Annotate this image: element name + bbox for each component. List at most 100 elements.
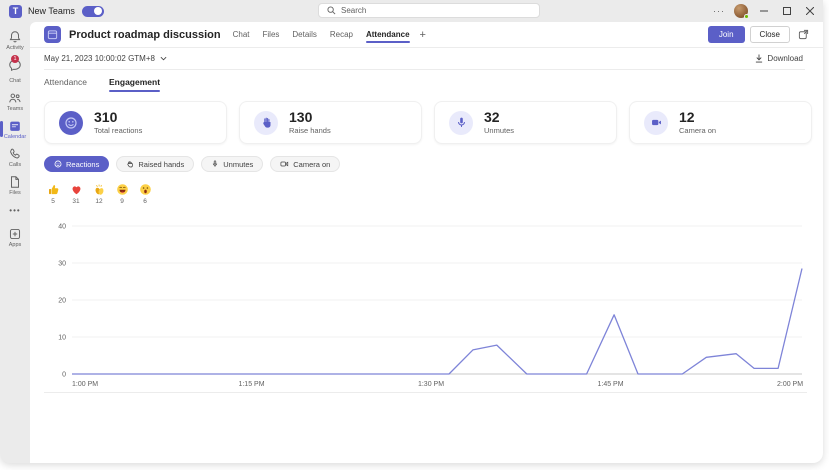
divider	[44, 69, 805, 70]
popout-button[interactable]	[798, 29, 809, 40]
search-placeholder: Search	[341, 6, 367, 15]
reaction-count: 31	[72, 198, 80, 205]
smiley-icon	[54, 160, 62, 168]
filter-unmutes[interactable]: Unmutes	[201, 156, 264, 172]
stat-value: 310	[94, 109, 118, 125]
stat-card-unmutes: 32 Unmutes	[434, 101, 617, 144]
close-button[interactable]: Close	[749, 26, 790, 43]
stat-value: 12	[679, 109, 695, 125]
apps-icon	[9, 228, 21, 240]
chevron-down-icon	[160, 56, 167, 61]
download-icon	[756, 54, 763, 63]
svg-text:1:45 PM: 1:45 PM	[597, 381, 623, 388]
subtab-engagement[interactable]: Engagement	[109, 77, 161, 92]
svg-text:1:15 PM: 1:15 PM	[238, 381, 264, 388]
tab-details[interactable]: Details	[292, 30, 317, 39]
tab-files[interactable]: Files	[262, 30, 280, 39]
rail-label: Apps	[8, 242, 22, 248]
download-button[interactable]: Download	[755, 54, 803, 63]
svg-text:20: 20	[58, 298, 66, 305]
filter-reactions[interactable]: Reactions	[44, 156, 110, 172]
rail-label: Files	[9, 190, 21, 196]
tab-recap[interactable]: Recap	[329, 30, 353, 39]
meeting-header: Product roadmap discussion Chat Files De…	[30, 22, 823, 48]
camera-small-icon	[280, 161, 289, 167]
file-icon	[11, 176, 19, 188]
meeting-datetime-dropdown[interactable]: May 21, 2023 10:00:02 GTM+8	[44, 54, 167, 63]
reaction-applause: 12	[92, 183, 106, 205]
filter-label: Camera on	[293, 159, 331, 169]
subtab-attendance[interactable]: Attendance	[44, 77, 88, 87]
svg-text:30: 30	[58, 261, 66, 268]
bell-icon	[9, 31, 21, 43]
reaction-laugh: 9	[115, 183, 129, 205]
toggle-knob	[94, 7, 103, 15]
reactions-line-chart: 0 10 20 30 40 1:00 PM 1:15 PM 1:30 PM 1:45 PM 2:0…	[30, 216, 810, 394]
sidebar-item-activity[interactable]: Activity	[0, 30, 30, 51]
reaction-surprised: 6	[138, 183, 152, 205]
filter-label: Reactions	[66, 159, 100, 169]
popout-icon	[798, 29, 809, 40]
divider	[44, 392, 807, 393]
svg-text:0: 0	[62, 372, 66, 379]
maximize-button[interactable]	[780, 4, 794, 18]
close-icon	[806, 7, 814, 15]
sidebar-item-more[interactable]: •••	[0, 206, 30, 215]
close-window-button[interactable]	[803, 4, 817, 18]
tab-attendance[interactable]: Attendance	[365, 24, 410, 45]
filter-label: Raised hands	[138, 159, 185, 169]
raise-hand-icon	[254, 110, 278, 135]
teams-window: New Teams Search ··· Activity 1 Chat	[0, 0, 823, 463]
presence-dot	[744, 14, 749, 19]
chat-badge: 1	[11, 55, 19, 63]
search-input[interactable]: Search	[318, 3, 540, 18]
minimize-icon	[760, 10, 768, 12]
mic-icon	[449, 110, 473, 135]
stat-label: Camera on	[679, 126, 717, 135]
reaction-count: 12	[95, 198, 103, 205]
svg-text:2:00 PM: 2:00 PM	[777, 381, 803, 388]
sidebar-item-calls[interactable]: Calls	[0, 147, 30, 168]
rail-label: Calls	[8, 162, 22, 168]
hand-icon	[127, 161, 134, 168]
new-teams-toggle[interactable]	[81, 5, 104, 17]
rail-label: Chat	[9, 78, 21, 84]
surprised-emoji-icon	[139, 184, 151, 195]
maximize-icon	[783, 7, 791, 15]
sidebar-item-apps[interactable]: Apps	[0, 227, 30, 248]
laugh-emoji-icon	[116, 184, 128, 195]
report-subtabs: Attendance Engagement	[44, 77, 161, 92]
reactions-icon	[59, 110, 83, 135]
filter-camera-on[interactable]: Camera on	[270, 156, 341, 172]
titlebar-more-button[interactable]: ···	[713, 6, 725, 16]
reaction-heart: 31	[69, 183, 83, 205]
meeting-tabs: Chat Files Details Recap Attendance	[233, 24, 410, 45]
sidebar-item-calendar[interactable]: Calendar	[0, 119, 30, 140]
minimize-button[interactable]	[757, 4, 771, 18]
rail-label: Calendar	[3, 134, 27, 140]
sidebar-item-chat[interactable]: 1 Chat	[0, 55, 30, 84]
meeting-datetime: May 21, 2023 10:00:02 GTM+8	[44, 54, 155, 63]
stat-label: Raise hands	[289, 126, 331, 135]
tab-chat[interactable]: Chat	[232, 30, 250, 39]
chat-icon	[9, 59, 21, 72]
stat-card-total-reactions: 310 Total reactions	[44, 101, 227, 144]
filter-raised-hands[interactable]: Raised hands	[116, 156, 195, 172]
people-icon	[9, 93, 21, 103]
chart-svg: 0 10 20 30 40 1:00 PM 1:15 PM 1:30 PM 1:45 PM 2:0…	[58, 224, 803, 389]
reaction-count: 5	[51, 198, 55, 205]
teams-logo-icon	[9, 4, 22, 18]
sidebar-item-files[interactable]: Files	[0, 175, 30, 196]
user-avatar[interactable]	[734, 4, 749, 19]
camera-icon	[644, 110, 668, 135]
more-icon: •••	[9, 206, 21, 215]
new-teams-label: New Teams	[28, 6, 75, 16]
svg-text:10: 10	[58, 335, 66, 342]
stat-cards: 310 Total reactions 130 Raise hands 32	[44, 101, 812, 144]
sidebar-item-teams[interactable]: Teams	[0, 91, 30, 112]
svg-text:1:30 PM: 1:30 PM	[418, 381, 444, 388]
heart-emoji-icon	[72, 186, 80, 195]
add-tab-button[interactable]: +	[419, 28, 426, 41]
page-title: Product roadmap discussion	[69, 28, 221, 41]
join-button[interactable]: Join	[707, 26, 745, 43]
